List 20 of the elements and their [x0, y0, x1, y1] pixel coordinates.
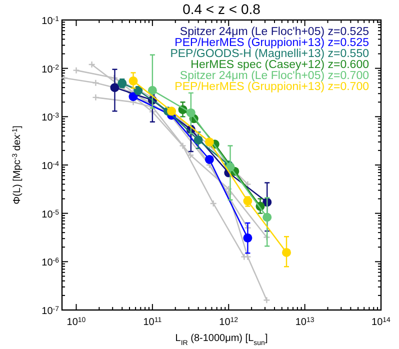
series-label: Spitzer 24μm (Le Floc'h+05) z=0.700	[180, 70, 369, 82]
x-tick-label: 10$^{13}$	[295, 316, 314, 328]
x-tick-label: 10$^{12}$	[219, 316, 238, 328]
y-tick-label: 10$^{-7}$	[42, 306, 60, 317]
text: PEP/HerMES (Gruppioni+13) z=0.525	[174, 37, 369, 49]
series-label: PEP/HerMES (Gruppioni+13) z=0.700	[174, 81, 369, 93]
text: PEP/GOODS-H (Magnelli+13) z=0.550	[170, 48, 369, 60]
x-tick-label: 10$^{14}$	[372, 316, 391, 328]
x-tick-label: 10$^{10}$	[66, 316, 86, 328]
text: Spitzer 24μm (Le Floc'h+05) z=0.525	[180, 26, 369, 38]
chart-title: 0.4 < z < 0.8	[182, 1, 261, 17]
y-tick-label: 10$^{-3}$	[42, 112, 60, 124]
y-tick-label: 10$^{-2}$	[42, 64, 60, 76]
x-tick-label: 10$^{11}$	[143, 316, 162, 328]
y-tick-label: 10$^{-6}$	[42, 257, 60, 269]
text: HerMES spec (Casey+12) z=0.600	[190, 59, 369, 71]
y-tick-label: 10$^{-5}$	[42, 208, 60, 220]
y-tick-label: 10$^{-4}$	[42, 160, 60, 172]
x-axis-title: L$_{IR}$ (8-1000μm) [L$_{sun}$]	[175, 333, 268, 346]
y-tick-label: 10$^{-1}$	[42, 16, 60, 27]
